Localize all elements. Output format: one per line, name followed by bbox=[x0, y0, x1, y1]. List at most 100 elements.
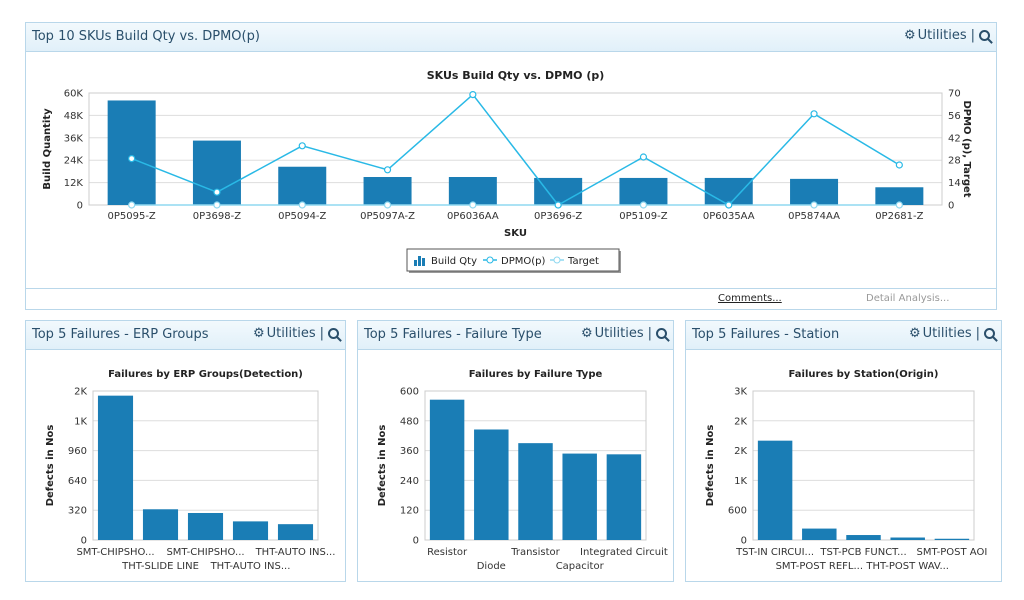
bar bbox=[107, 100, 156, 205]
y-tick-label: 120 bbox=[400, 506, 419, 517]
detail-analysis-link[interactable]: Detail Analysis... bbox=[866, 293, 950, 304]
y-tick-label: 1K bbox=[734, 476, 747, 487]
bar-legend-icon bbox=[414, 260, 417, 266]
bar bbox=[474, 429, 509, 540]
y2-tick-label: 70 bbox=[948, 89, 961, 100]
y2-tick-label: 0 bbox=[948, 201, 954, 212]
utilities-label[interactable]: Utilities bbox=[917, 28, 967, 43]
legend bbox=[406, 248, 620, 272]
bar bbox=[606, 454, 642, 540]
utilities-label[interactable]: Utilities bbox=[594, 326, 644, 341]
y-tick-label: 2K bbox=[734, 416, 747, 427]
erp-groups-panel: Top 5 Failures - ERP Groups ⚙ Utilities … bbox=[25, 320, 346, 582]
target-point bbox=[810, 201, 818, 209]
y-tick-label: 320 bbox=[68, 506, 87, 517]
x-tick-label: 0P3698-Z bbox=[193, 211, 241, 222]
target-point bbox=[213, 201, 221, 209]
bar bbox=[890, 537, 925, 540]
legend-label: Build Qty bbox=[431, 256, 477, 267]
dpmo-point bbox=[383, 166, 392, 174]
dpmo-point bbox=[469, 90, 477, 99]
y-tick-label: 360 bbox=[400, 446, 419, 457]
y-tick-label: 960 bbox=[68, 446, 87, 457]
bar bbox=[448, 177, 497, 205]
gear-icon: ⚙ bbox=[904, 28, 916, 43]
station-chart: Failures by Station(Origin) 0 600 1K 2K 2K 3K T… bbox=[705, 369, 988, 572]
utilities-menu[interactable]: ⚙ Utilities | bbox=[909, 326, 995, 341]
y-tick-label: 2K bbox=[734, 446, 747, 457]
utilities-menu[interactable]: ⚙ Utilities | bbox=[253, 326, 339, 341]
y-tick-label: 600 bbox=[400, 387, 419, 398]
target-point bbox=[469, 201, 477, 209]
x-tick-label: SMT-CHIPSHO... bbox=[166, 547, 244, 558]
bar bbox=[142, 509, 179, 540]
bar bbox=[363, 177, 412, 205]
utilities-label[interactable]: Utilities bbox=[922, 326, 972, 341]
bar bbox=[562, 453, 597, 540]
y-tick-label: 36K bbox=[64, 133, 84, 144]
main-panel-title: Top 10 SKUs Build Qty vs. DPMO(p) bbox=[32, 29, 260, 44]
x-tick-label: SMT-CHIPSHO... bbox=[76, 547, 154, 558]
x-tick-label: Diode bbox=[477, 561, 506, 572]
bar bbox=[232, 521, 269, 540]
zoom-icon[interactable] bbox=[328, 328, 339, 339]
x-tick-label: 0P5097A-Z bbox=[360, 211, 415, 222]
target-point bbox=[128, 201, 136, 209]
y2-tick-label: 56 bbox=[948, 111, 961, 122]
target-legend-marker bbox=[553, 256, 561, 264]
station-panel-title: Top 5 Failures - Station bbox=[692, 327, 840, 342]
x-tick-label: 0P5095-Z bbox=[107, 211, 155, 222]
utilities-label[interactable]: Utilities bbox=[266, 326, 316, 341]
zoom-icon[interactable] bbox=[656, 328, 667, 339]
gear-icon: ⚙ bbox=[581, 326, 593, 341]
x-tick-label: SMT-POST AOI bbox=[917, 547, 988, 558]
erp-groups-chart: Failures by ERP Groups(Detection) 0 320 640… bbox=[45, 369, 335, 572]
zoom-icon[interactable] bbox=[979, 30, 990, 41]
x-tick-label: 0P5874AA bbox=[788, 211, 840, 222]
utilities-menu[interactable]: ⚙ Utilities | bbox=[904, 28, 990, 43]
dpmo-point bbox=[128, 154, 136, 163]
target-point bbox=[383, 201, 392, 209]
chart-title: Failures by Station(Origin) bbox=[789, 369, 939, 380]
y2-tick-label: 14 bbox=[948, 178, 961, 189]
bar bbox=[875, 187, 924, 205]
x-tick-label: SMT-POST REFL... bbox=[776, 561, 863, 572]
bar bbox=[802, 528, 837, 540]
target-point bbox=[298, 201, 306, 209]
erp-panel-title: Top 5 Failures - ERP Groups bbox=[32, 327, 209, 342]
dpmo-point bbox=[639, 153, 648, 161]
zoom-icon[interactable] bbox=[984, 328, 995, 339]
dpmo-point bbox=[554, 201, 562, 209]
y-tick-label: 3K bbox=[734, 387, 747, 398]
failure-type-panel-title: Top 5 Failures - Failure Type bbox=[364, 327, 542, 342]
x-tick-label: 0P6036AA bbox=[447, 211, 499, 222]
main-panel-header: Top 10 SKUs Build Qty vs. DPMO(p) ⚙ Util… bbox=[26, 23, 996, 52]
y-tick-label: 480 bbox=[400, 416, 419, 427]
y-tick-label: 600 bbox=[728, 506, 747, 517]
comments-link[interactable]: Comments... bbox=[718, 293, 782, 304]
y-tick-label: 2K bbox=[74, 387, 87, 398]
dpmo-line bbox=[131, 93, 900, 206]
y-tick-label: 0 bbox=[81, 536, 87, 547]
y2-axis-label: DPMO (p), Target bbox=[961, 100, 972, 197]
bar bbox=[704, 177, 753, 205]
x-tick-label: 0P3696-Z bbox=[534, 211, 582, 222]
bar bbox=[187, 512, 224, 540]
y-tick-label: 0 bbox=[413, 536, 419, 547]
y-tick-label: 640 bbox=[68, 476, 87, 487]
utilities-menu[interactable]: ⚙ Utilities | bbox=[581, 326, 667, 341]
main-chart-panel: Top 10 SKUs Build Qty vs. DPMO(p) ⚙ Util… bbox=[25, 22, 997, 310]
x-tick-label: TST-IN CIRCUI... bbox=[735, 547, 814, 558]
failure-type-panel: Top 5 Failures - Failure Type ⚙ Utilitie… bbox=[357, 320, 674, 582]
bar-legend-icon bbox=[418, 256, 421, 266]
bar bbox=[934, 538, 970, 540]
bar bbox=[278, 166, 327, 205]
dpmo-point bbox=[895, 161, 903, 169]
target-point bbox=[895, 201, 903, 209]
y-axis-label: Defects in Nos bbox=[377, 425, 388, 507]
y-tick-label: 12K bbox=[64, 178, 84, 189]
bar bbox=[97, 395, 134, 540]
x-tick-label: 0P5094-Z bbox=[278, 211, 326, 222]
failure-type-chart: Failures by Failure Type 0 120 240 360 480 600… bbox=[377, 369, 668, 572]
y-axis-label: Build Quantity bbox=[42, 108, 53, 190]
